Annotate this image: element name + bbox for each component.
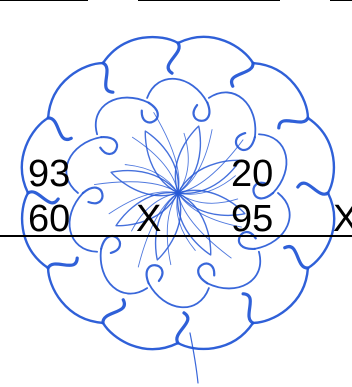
swirl-stroke bbox=[177, 189, 246, 217]
swirl-stroke bbox=[99, 136, 119, 155]
swirl-stroke bbox=[131, 192, 179, 232]
swirl-stroke bbox=[252, 181, 275, 200]
multiply-operator-1: X bbox=[136, 198, 162, 240]
swirl-stroke bbox=[177, 175, 236, 195]
swirl-stroke bbox=[192, 101, 211, 122]
swirl-stroke bbox=[46, 256, 79, 270]
swirl-stroke bbox=[108, 191, 179, 215]
swirl-stroke bbox=[177, 159, 241, 194]
swirl-stroke bbox=[251, 266, 310, 325]
swirl-stroke bbox=[145, 264, 164, 285]
swirl-stroke bbox=[166, 192, 179, 266]
swirl-stroke bbox=[101, 298, 127, 325]
swirl-stroke bbox=[46, 266, 105, 325]
fraction-1-numerator: 93 bbox=[28, 153, 71, 195]
top-rule-middle bbox=[138, 0, 280, 1]
swirl-stroke bbox=[101, 35, 180, 65]
swirl-stroke bbox=[94, 96, 150, 136]
swirl-stroke bbox=[147, 282, 210, 309]
fraction-2-numerator: 20 bbox=[231, 153, 274, 195]
swirl-stroke bbox=[20, 191, 50, 270]
fraction-bar bbox=[0, 235, 352, 237]
swirl-stroke bbox=[166, 41, 181, 75]
swirl-stroke bbox=[124, 164, 179, 194]
swirl-stroke bbox=[177, 192, 232, 259]
swirl-stroke bbox=[174, 125, 202, 194]
swirl-stroke bbox=[177, 132, 189, 194]
swirl-stroke bbox=[258, 133, 288, 194]
swirl-stroke bbox=[176, 192, 196, 251]
swirl-stroke bbox=[46, 61, 105, 120]
swirl-stroke bbox=[81, 186, 104, 205]
swirl-stroke bbox=[26, 190, 60, 205]
multiply-operator-2: X bbox=[333, 198, 352, 240]
swirl-stroke bbox=[101, 61, 115, 94]
swirl-stroke bbox=[241, 292, 255, 325]
swirl-stroke bbox=[176, 321, 255, 351]
swirl-stroke bbox=[65, 136, 103, 194]
swirl-stroke bbox=[46, 116, 73, 142]
swirl-stroke bbox=[131, 136, 179, 194]
swirl-stroke bbox=[206, 250, 262, 290]
swirl-stroke bbox=[146, 77, 209, 104]
fraction-2-denominator: 95 bbox=[231, 198, 274, 240]
fraction-1-denominator: 60 bbox=[28, 198, 71, 240]
swirl-stroke bbox=[306, 191, 336, 270]
swirl-stroke bbox=[110, 169, 179, 197]
swirl-stroke bbox=[140, 101, 159, 124]
swirl-stroke bbox=[154, 192, 182, 261]
swirl-stroke bbox=[20, 116, 50, 195]
swirl-stroke bbox=[189, 332, 199, 384]
swirl-stroke bbox=[115, 192, 179, 227]
swirl-stroke bbox=[153, 112, 180, 194]
swirl-stroke bbox=[100, 235, 122, 255]
swirl-stroke bbox=[277, 116, 310, 130]
top-rule-right bbox=[330, 0, 352, 1]
swirl-stroke bbox=[251, 61, 310, 120]
swirl-stroke bbox=[283, 244, 310, 270]
swirl-stroke bbox=[101, 321, 180, 351]
swirl-stroke bbox=[177, 139, 244, 194]
swirl-stroke bbox=[177, 129, 213, 194]
swirl-stroke bbox=[175, 311, 190, 345]
swirl-stroke bbox=[68, 192, 98, 253]
swirl-stroke bbox=[144, 130, 179, 194]
swirl-stroke bbox=[296, 181, 330, 196]
swirl-stroke bbox=[137, 192, 179, 268]
swirl-stroke bbox=[93, 181, 179, 194]
swirl-stroke bbox=[234, 131, 256, 151]
swirl-stroke bbox=[176, 35, 255, 65]
swirl-stroke bbox=[177, 192, 239, 204]
swirl-stroke bbox=[306, 116, 336, 195]
swirl-stroke bbox=[177, 192, 242, 228]
swirl-stroke bbox=[253, 192, 291, 250]
top-rule-left bbox=[0, 0, 88, 1]
swirl-stroke bbox=[197, 262, 216, 285]
swirl-stroke bbox=[229, 61, 255, 88]
swirl-stroke bbox=[99, 247, 148, 295]
swirl-stroke bbox=[208, 91, 257, 139]
swirl-stroke bbox=[177, 192, 212, 256]
